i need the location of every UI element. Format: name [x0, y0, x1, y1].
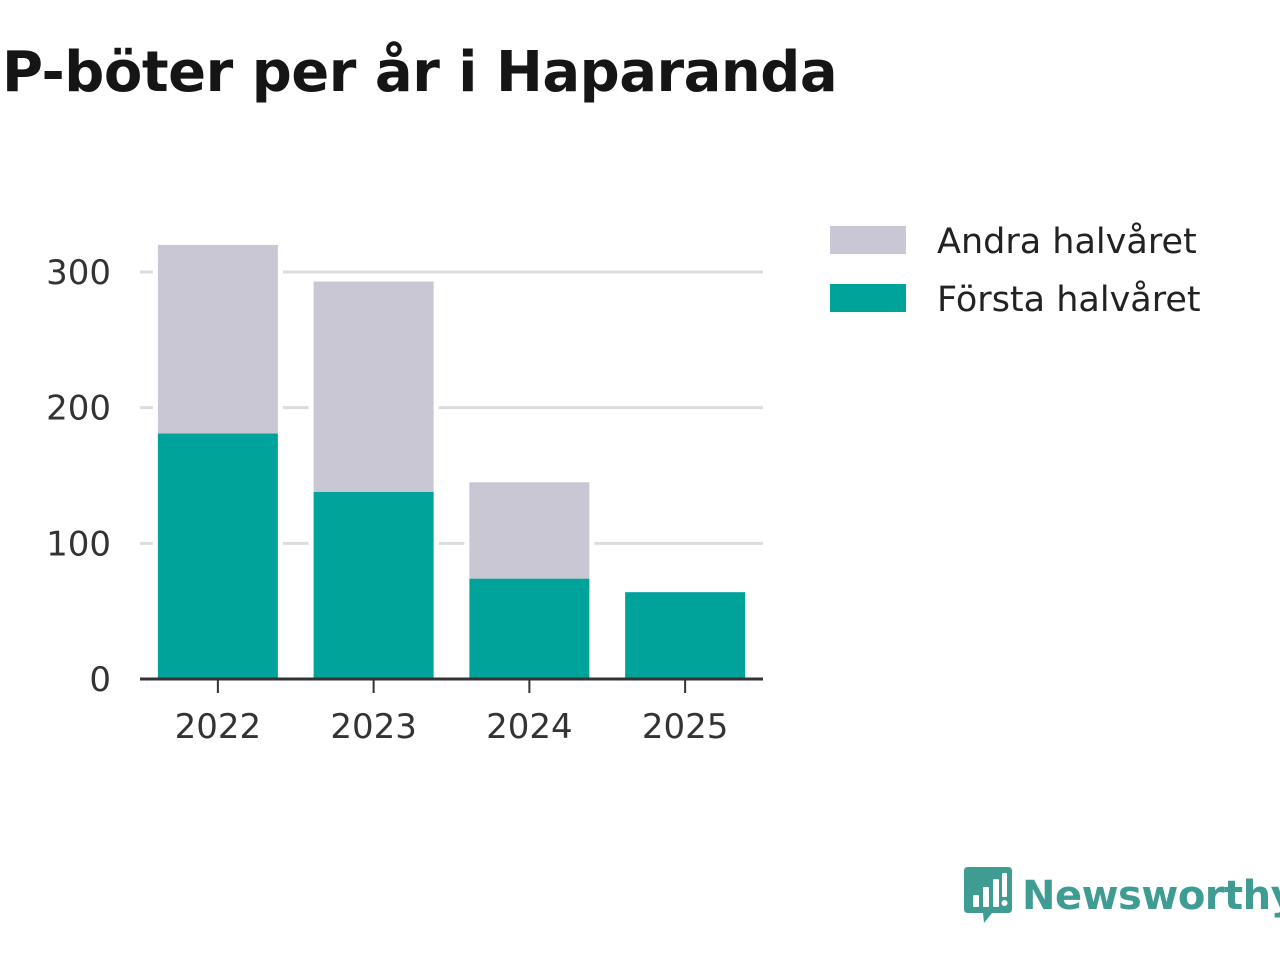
legend-label: Första halvåret: [937, 279, 1201, 320]
bar-2022-series-0: [157, 433, 278, 679]
x-tick-label: 2023: [330, 707, 417, 747]
bar-2024-series-1: [469, 482, 590, 579]
bar-2023-series-0: [313, 491, 434, 679]
chart-title: P-böter per år i Haparanda: [2, 40, 838, 105]
y-tick-label: 200: [46, 389, 111, 429]
bar-2024-series-0: [469, 578, 590, 679]
x-tick-label: 2022: [175, 707, 262, 747]
x-tick-label: 2025: [642, 707, 729, 747]
y-tick-label: 100: [46, 524, 111, 564]
bar-2025-series-0: [625, 592, 746, 679]
x-tick-label: 2024: [486, 707, 573, 747]
bars: [157, 244, 746, 679]
bar-2023-series-1: [313, 281, 434, 492]
legend-swatch: [830, 284, 906, 312]
legend: Andra halvåret Första halvåret: [830, 221, 1201, 320]
y-tick-label: 0: [89, 660, 111, 700]
legend-label: Andra halvåret: [937, 221, 1197, 262]
axes: 0 100 200 300 2022 2023 2024 2025: [46, 253, 763, 747]
y-tick-label: 300: [46, 253, 111, 293]
legend-swatch: [830, 226, 906, 254]
newsworthy-chart-bubble-icon: [964, 867, 1012, 923]
logo-text: Newsworthy: [1022, 873, 1280, 919]
bar-2022-series-1: [157, 244, 278, 434]
newsworthy-logo: Newsworthy: [962, 864, 1280, 928]
